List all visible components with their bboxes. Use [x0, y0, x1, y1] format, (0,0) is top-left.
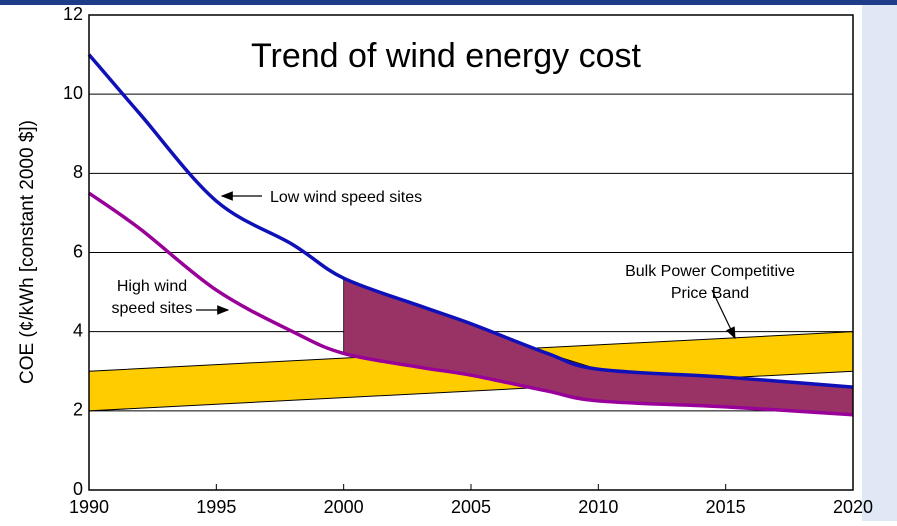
x-tick-label: 2005	[451, 497, 491, 517]
x-tick-label: 1990	[69, 497, 109, 517]
x-tick-label: 1995	[196, 497, 236, 517]
top-bar	[0, 0, 897, 5]
x-tick-label: 2010	[578, 497, 618, 517]
y-tick-label: 4	[73, 320, 83, 340]
x-tick-label: 2020	[833, 497, 873, 517]
annotation: Low wind speed sites	[270, 189, 422, 206]
x-tick-label: 2015	[706, 497, 746, 517]
chart-title: Trend of wind energy cost	[251, 37, 641, 75]
annotation: Bulk Power Competitive	[625, 263, 795, 280]
series-line	[87, 191, 854, 417]
y-tick-label: 12	[63, 4, 83, 24]
arrow	[711, 289, 736, 340]
y-tick-label: 6	[73, 241, 83, 261]
y-tick-label: 0	[73, 479, 83, 499]
y-axis-label: COE (¢/kWh [constant 2000 $])	[17, 120, 38, 384]
plot-frame	[88, 14, 854, 491]
annotation: High wind	[117, 278, 187, 295]
y-tick-label: 2	[73, 400, 83, 420]
series-line	[87, 53, 854, 389]
y-tick-label: 8	[73, 162, 83, 182]
x-tick-label: 2000	[324, 497, 364, 517]
annotation: speed sites	[112, 300, 193, 317]
annotation: Price Band	[671, 285, 749, 302]
side-strip	[862, 5, 897, 521]
y-tick-label: 10	[63, 83, 83, 103]
